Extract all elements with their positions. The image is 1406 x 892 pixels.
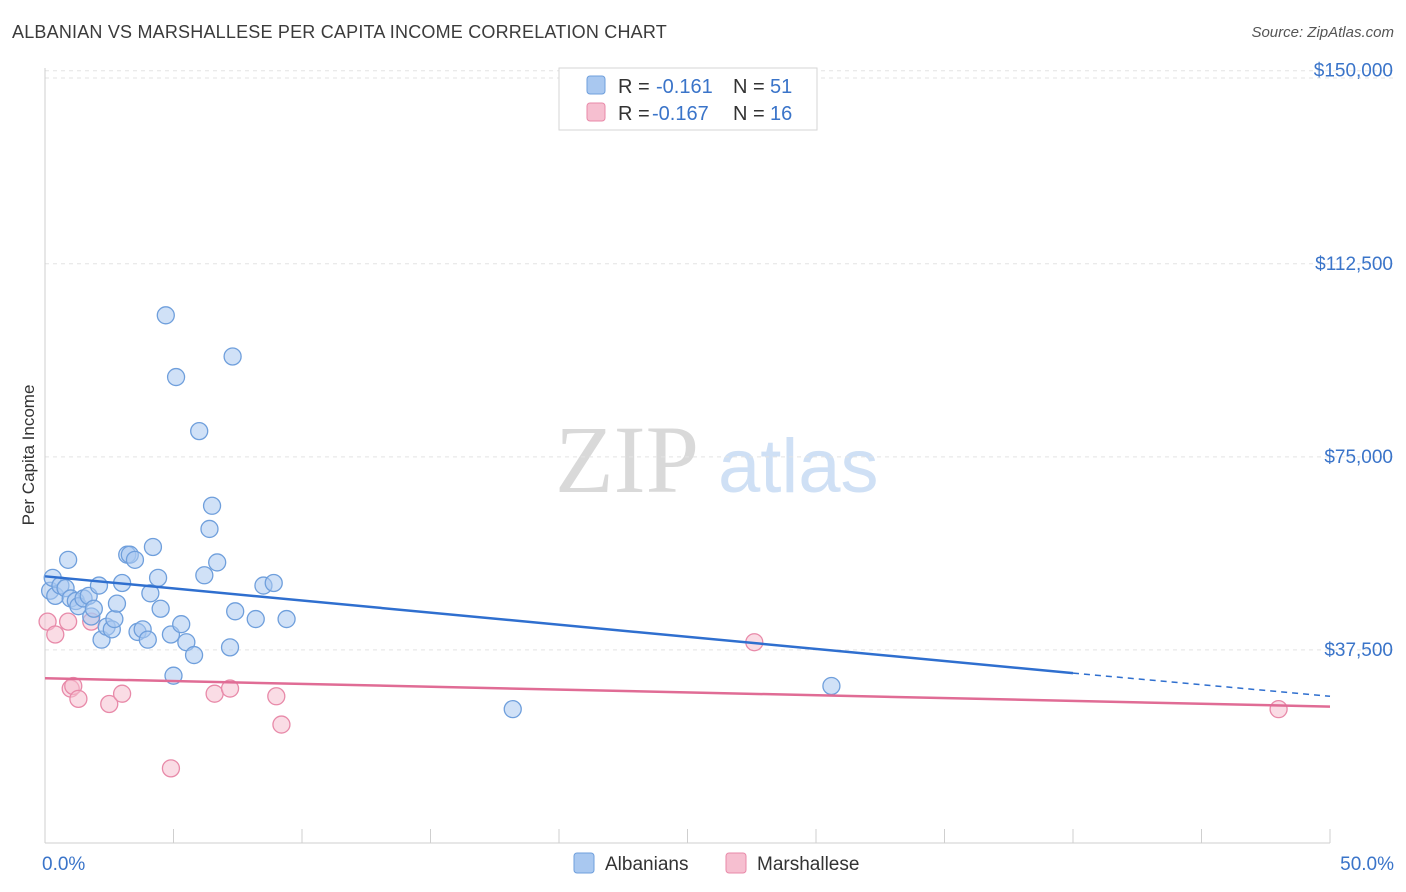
marshallese-point — [220, 679, 240, 698]
albanians-point — [264, 573, 283, 593]
marshallese-point — [100, 694, 119, 714]
legend-n-label-marshallese: N = — [733, 103, 765, 125]
marshallese-trend-line — [44, 677, 1331, 708]
albanians-point — [58, 550, 78, 569]
albanians-point — [202, 496, 222, 515]
y-tick-labels: $37,500 $75,000 $112,500 $150,000 — [1314, 61, 1393, 661]
albanians-point — [223, 347, 242, 366]
y-tick-label: $75,000 — [1324, 447, 1393, 468]
albanians-trend-line — [44, 575, 1074, 675]
watermark-zip: ZIP — [555, 406, 699, 513]
legend-n-value-albanians: 51 — [770, 76, 792, 98]
legend-r-value-marshallese: -0.167 — [652, 103, 709, 125]
legend-r-label-albanians: R = — [618, 76, 650, 98]
albanians-point — [105, 609, 124, 629]
legend-marshallese-swatch — [586, 102, 606, 122]
marshallese-point — [58, 612, 78, 631]
marshallese-point — [69, 689, 88, 708]
albanians-point — [125, 550, 145, 569]
albanians-point — [503, 699, 522, 719]
albanians-points — [40, 306, 841, 719]
watermark-atlas: atlas — [718, 424, 879, 509]
albanians-point — [822, 676, 841, 696]
albanians-point — [277, 609, 296, 629]
y-tick-label: $112,500 — [1315, 254, 1393, 275]
marshallese-point — [161, 759, 181, 778]
trend-lines — [44, 575, 1331, 708]
legend-albanians-swatch — [586, 75, 606, 95]
albanians-point — [138, 630, 157, 649]
marshallese-points — [38, 612, 1288, 778]
albanians-point — [156, 306, 175, 325]
albanians-point — [151, 599, 170, 618]
albanians-point — [208, 553, 227, 572]
albanians-point — [172, 615, 191, 634]
x-ticks — [173, 829, 1331, 843]
x-tick-label-max: 50.0% — [1340, 854, 1394, 875]
albanians-point — [84, 599, 103, 618]
albanians-point — [143, 537, 163, 557]
albanians-point — [166, 367, 186, 387]
source-credit: Source: ZipAtlas.com — [1251, 24, 1394, 41]
albanians-point — [226, 602, 245, 621]
bottom-legend-albanians-swatch — [573, 852, 595, 874]
correlation-legend: R = -0.161 N = 51 R = -0.167 N = 16 — [558, 67, 818, 131]
albanians-point — [107, 594, 127, 613]
marshallese-point — [272, 715, 291, 734]
legend-n-label-albanians: N = — [733, 76, 765, 98]
albanians-point — [200, 519, 219, 539]
albanians-point — [190, 421, 209, 441]
marshallese-point — [205, 684, 224, 703]
legend-n-value-marshallese: 16 — [770, 103, 792, 125]
bottom-legend-albanians-label: Albanians — [605, 854, 688, 875]
grid-lines — [45, 70, 1394, 651]
y-axis-label: Per Capita Income — [19, 385, 38, 526]
y-tick-label: $150,000 — [1314, 61, 1393, 82]
albanians-point — [141, 584, 160, 603]
albanians-point — [246, 609, 265, 629]
y-tick-label: $37,500 — [1324, 640, 1393, 661]
albanians-trend-extension — [1072, 672, 1331, 698]
marshallese-point — [1269, 699, 1288, 719]
legend-r-label-marshallese: R = — [618, 103, 650, 125]
bottom-legend-marshallese-swatch — [725, 852, 747, 874]
albanians-point — [220, 638, 240, 657]
marshallese-point — [46, 625, 65, 644]
x-tick-label-min: 0.0% — [42, 854, 85, 875]
albanians-point — [184, 645, 204, 665]
marshallese-point — [267, 687, 286, 706]
series-legend: Albanians Marshallese — [573, 852, 859, 875]
marshallese-point — [112, 684, 132, 703]
albanians-point — [195, 566, 214, 585]
chart-title: ALBANIAN VS MARSHALLESE PER CAPITA INCOM… — [12, 22, 667, 42]
bottom-legend-marshallese-label: Marshallese — [757, 854, 859, 875]
legend-r-value-albanians: -0.161 — [656, 76, 713, 98]
albanians-point — [148, 568, 168, 588]
